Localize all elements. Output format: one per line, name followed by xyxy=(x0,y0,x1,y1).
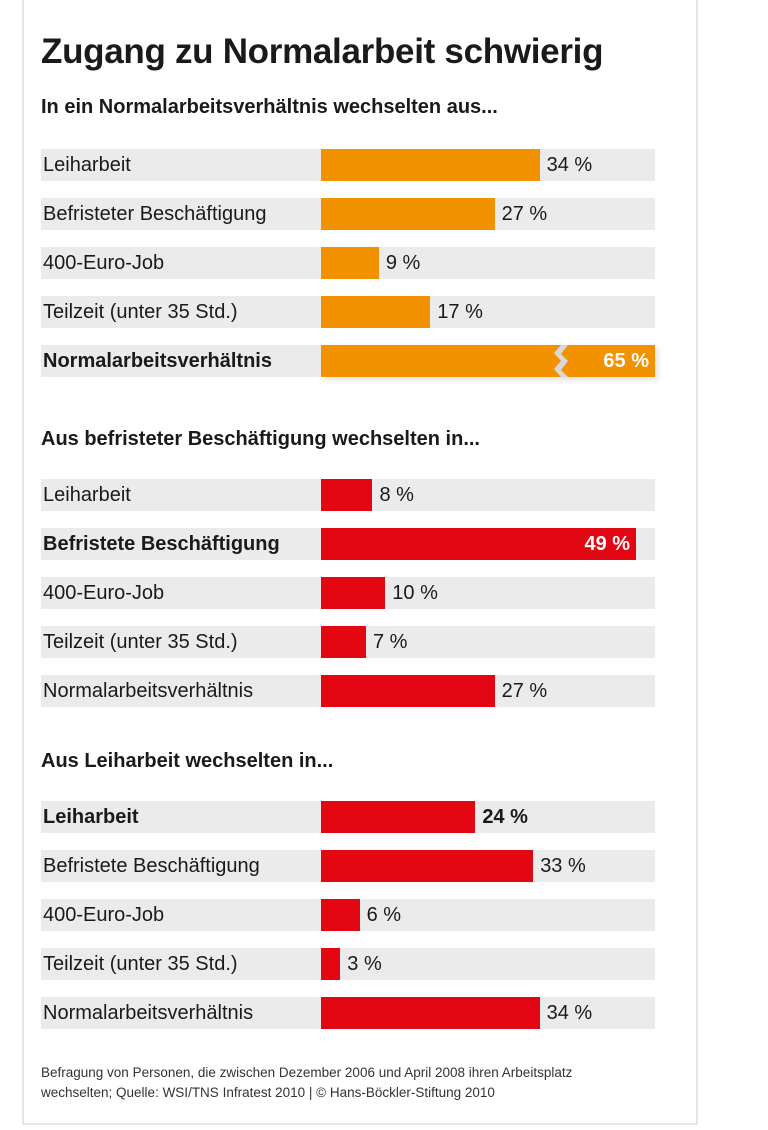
bar-row: Leiharbeit 34 % xyxy=(41,149,655,181)
panel-title: In ein Normalarbeitsverhältnis wechselte… xyxy=(41,96,498,118)
value-label: 8 % xyxy=(379,484,414,506)
value-label: 10 % xyxy=(392,582,438,604)
value-label: 27 % xyxy=(501,680,548,702)
bar xyxy=(321,198,495,230)
bar-row: Normalarbeitsverhältnis 34 % xyxy=(41,997,655,1029)
bar-label: Teilzeit (unter 35 Std.) xyxy=(43,631,238,653)
bar-track xyxy=(41,948,655,980)
bar-label: Befristete Beschäftigung xyxy=(43,533,280,555)
value-label: 24 % xyxy=(482,806,528,828)
bar xyxy=(321,626,366,658)
bar-label: Leiharbeit xyxy=(43,484,131,506)
bar xyxy=(321,997,540,1029)
bar-row: Leiharbeit 8 % xyxy=(41,479,655,511)
panel-title: Aus befristeter Beschäftigung wechselten… xyxy=(41,428,480,450)
bar xyxy=(321,801,476,833)
bar xyxy=(321,247,379,279)
bar-label: Teilzeit (unter 35 Std.) xyxy=(43,301,238,323)
value-label: 17 % xyxy=(437,301,483,323)
bar-row: Teilzeit (unter 35 Std.) 3 % xyxy=(41,948,655,980)
chart-title: Zugang zu Normalarbeit schwierig xyxy=(41,32,604,71)
bar xyxy=(321,345,655,377)
source-note: Befragung von Personen, die zwischen Dez… xyxy=(41,1065,573,1100)
bar xyxy=(321,149,540,181)
value-label: 27 % xyxy=(501,203,548,225)
bar xyxy=(321,296,431,328)
bar-row: Befristete Beschäftigung 33 % xyxy=(41,850,655,882)
value-label: 34 % xyxy=(546,154,593,176)
bar-row: Leiharbeit 24 % xyxy=(41,801,655,833)
value-label: 3 % xyxy=(347,953,382,975)
bar xyxy=(321,479,373,511)
bar-label: Leiharbeit xyxy=(43,806,139,828)
bar-row: Befristeter Beschäftigung 27 % xyxy=(41,198,655,230)
bar-row: 400-Euro-Job 10 % xyxy=(41,577,655,609)
bar-label: 400-Euro-Job xyxy=(43,252,165,274)
bar-row: 400-Euro-Job 6 % xyxy=(41,899,655,931)
bar-label: Normalarbeitsverhältnis xyxy=(43,1002,254,1024)
bar xyxy=(321,528,637,560)
bar xyxy=(321,948,341,980)
bar-label: Teilzeit (unter 35 Std.) xyxy=(43,953,238,975)
bar xyxy=(321,850,534,882)
bar-row: Teilzeit (unter 35 Std.) 7 % xyxy=(41,626,655,658)
bar-row: Normalarbeitsverhältnis 65 % xyxy=(41,345,655,377)
bar-row: 400-Euro-Job 9 % xyxy=(41,247,655,279)
bar-label: Befristete Beschäftigung xyxy=(43,855,260,877)
bar-label: Normalarbeitsverhältnis xyxy=(43,680,254,702)
value-label: 34 % xyxy=(546,1002,593,1024)
bar-row: Befristete Beschäftigung 49 % xyxy=(41,528,655,560)
bar xyxy=(321,675,495,707)
bar-row: Normalarbeitsverhältnis 27 % xyxy=(41,675,655,707)
value-label: 49 % xyxy=(584,533,631,555)
bar xyxy=(321,899,360,931)
bar xyxy=(321,577,386,609)
panel-title: Aus Leiharbeit wechselten in... xyxy=(41,750,334,772)
value-label: 9 % xyxy=(385,252,421,274)
bar-label: Normalarbeitsverhältnis xyxy=(43,350,272,372)
bar-label: 400-Euro-Job xyxy=(43,582,165,604)
bar-label: 400-Euro-Job xyxy=(43,904,165,926)
axis-break-marker xyxy=(554,345,568,377)
value-label: 65 % xyxy=(603,350,649,372)
bar-row: Teilzeit (unter 35 Std.) 17 % xyxy=(41,296,655,328)
chart-card xyxy=(22,0,698,1125)
bar-label: Befristeter Beschäftigung xyxy=(43,203,267,225)
value-label: 6 % xyxy=(366,904,402,926)
value-label: 7 % xyxy=(373,631,408,653)
bar-label: Leiharbeit xyxy=(43,154,131,176)
value-label: 33 % xyxy=(540,855,586,877)
